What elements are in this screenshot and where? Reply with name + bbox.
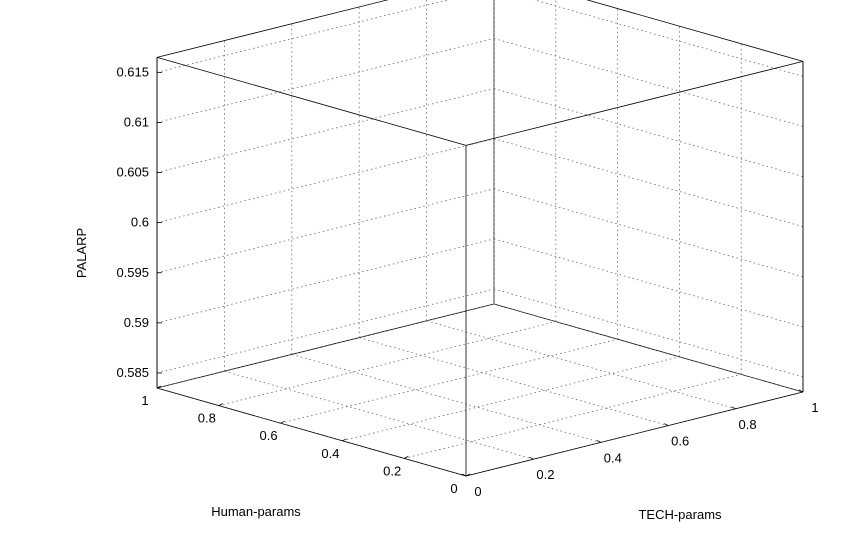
back-axes-box — [156, 0, 804, 393]
grid-line-z — [156, 188, 495, 274]
y-tick-label: 0.6 — [260, 428, 278, 443]
x-tick-label: 0.4 — [604, 450, 622, 465]
x-tick-label: 0.8 — [739, 417, 757, 432]
z-tick-label: 0.6 — [131, 215, 149, 230]
tick-labels: 0.5850.590.5950.60.6050.610.61500.20.40.… — [116, 64, 818, 499]
box-edge-floor-front — [465, 391, 804, 477]
z-tick-label: 0.595 — [116, 265, 149, 280]
grid-line-z — [493, 238, 804, 328]
y-tick-mark — [404, 456, 409, 459]
grid-line-y — [218, 321, 556, 406]
grid-line-y — [156, 303, 495, 389]
y-tick-mark — [465, 473, 471, 477]
x-tick-label: 1 — [811, 400, 818, 415]
y-tick-mark — [156, 385, 162, 389]
grid-line-z — [156, 138, 495, 224]
grid-line-z — [493, 38, 804, 127]
y-axis-label: Human-params — [211, 504, 301, 519]
box-edge-top-front — [465, 60, 804, 146]
grid-line-z — [156, 88, 495, 173]
grid-line-z — [493, 88, 804, 177]
box-edge-top-back — [586, 0, 804, 62]
grid-line-y — [280, 338, 618, 424]
front-axes-box — [156, 56, 804, 477]
x-tick-mark — [529, 456, 534, 460]
x-tick-mark — [664, 423, 669, 426]
box-edge-floor-back — [493, 303, 804, 393]
box-edge-top-front — [156, 56, 467, 146]
x-axis-label: TECH-params — [638, 507, 722, 522]
y-tick-label: 0.8 — [198, 411, 216, 426]
grid-lines — [156, 0, 804, 477]
grid-line-z — [533, 0, 804, 77]
grid-line-z — [493, 188, 804, 278]
box-edge-top-back — [156, 0, 389, 58]
grid-line-z — [493, 288, 804, 378]
y-tick-mark — [280, 420, 285, 424]
x-tick-mark — [461, 473, 467, 477]
grid-line-z — [493, 138, 804, 228]
grid-line-y — [342, 356, 680, 442]
x-tick-mark — [596, 440, 601, 443]
z-tick-label: 0.585 — [116, 365, 149, 380]
grid-line-y — [404, 374, 742, 459]
grid-line-x — [359, 337, 669, 426]
y-tick-label: 0 — [450, 481, 457, 496]
y-tick-label: 0.2 — [383, 463, 401, 478]
x-tick-mark — [731, 406, 736, 410]
box-edge-floor-back — [156, 303, 495, 389]
grid-line-z — [156, 0, 449, 73]
z-tick-label: 0.605 — [116, 165, 149, 180]
y-tick-mark — [342, 438, 347, 442]
grid-line-x — [291, 354, 601, 443]
grid-line-x — [426, 320, 736, 410]
box-edge-floor-front — [156, 387, 467, 477]
x-tick-label: 0.2 — [536, 467, 554, 482]
z-tick-label: 0.615 — [116, 64, 149, 79]
x-tick-label: 0 — [474, 484, 481, 499]
z-tick-label: 0.61 — [124, 114, 149, 129]
grid-line-x — [224, 370, 534, 460]
grid-line-z — [156, 238, 495, 324]
y-tick-label: 0.4 — [321, 446, 339, 461]
grid-line-z — [156, 38, 495, 123]
x-tick-label: 0.6 — [671, 434, 689, 449]
x-tick-mark — [798, 389, 804, 393]
z-axis-label: PALARP — [74, 228, 89, 278]
grid-line-z — [156, 288, 495, 374]
y-tick-label: 1 — [141, 393, 148, 408]
z-tick-label: 0.59 — [124, 315, 149, 330]
y-tick-mark — [218, 403, 223, 406]
